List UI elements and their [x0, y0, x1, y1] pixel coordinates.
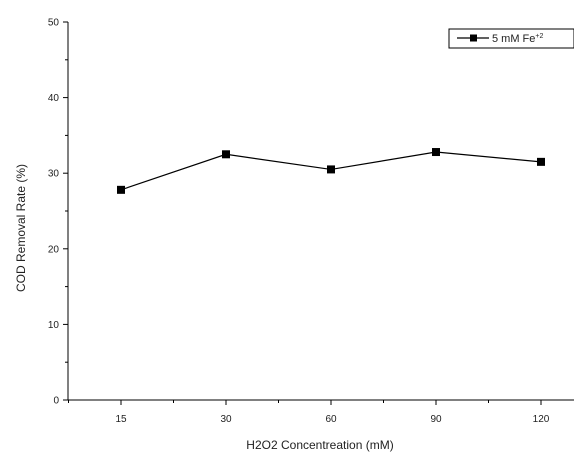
data-point-marker	[222, 150, 230, 159]
x-tick-label: 30	[220, 414, 232, 425]
y-axis-ticks: 0 10 20 30 40 50	[48, 18, 68, 407]
x-tick-label: 120	[533, 414, 550, 425]
y-tick-label: 0	[53, 396, 59, 407]
x-axis-ticks: 15 30 60 90 120	[68, 400, 550, 425]
y-tick-label: 10	[48, 320, 60, 331]
x-tick-label: 60	[325, 414, 337, 425]
legend-marker-sample	[470, 34, 477, 42]
plot-frame	[67, 22, 574, 401]
legend-box	[448, 28, 574, 49]
x-tick-label: 90	[430, 414, 442, 425]
data-point-marker	[327, 165, 335, 174]
y-axis-label: COD Removal Rate (%)	[14, 164, 28, 292]
legend-label: 5 mM Fe+2	[492, 33, 543, 45]
data-point-marker	[432, 148, 440, 157]
legend-series-superscript: +2	[535, 33, 543, 40]
legend-series-name: 5 mM Fe	[492, 33, 535, 45]
series-layer	[117, 148, 545, 194]
y-tick-label: 20	[48, 244, 60, 255]
x-axis-label: H2O2 Concentreation (mM)	[246, 438, 393, 452]
data-point-marker	[117, 185, 125, 194]
data-point-marker	[537, 157, 545, 166]
legend: 5 mM Fe+2	[448, 28, 574, 49]
x-tick-label: 15	[115, 414, 127, 425]
y-tick-label: 50	[48, 18, 60, 29]
y-tick-label: 40	[48, 93, 60, 104]
y-tick-label: 30	[48, 169, 60, 180]
